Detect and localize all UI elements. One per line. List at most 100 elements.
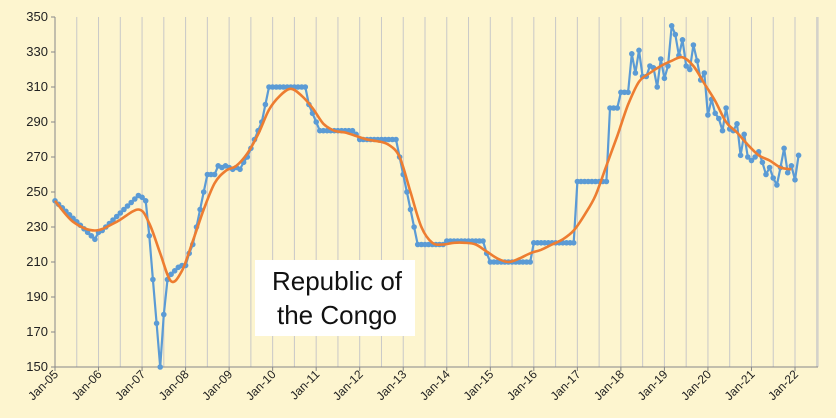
data-point bbox=[694, 58, 700, 64]
data-point bbox=[716, 115, 722, 122]
x-tick-label: Jan-08 bbox=[156, 367, 192, 403]
data-point bbox=[200, 189, 207, 195]
x-tick-label: Jan-11 bbox=[287, 367, 322, 402]
data-point bbox=[142, 198, 149, 204]
x-tick-label: Jan-15 bbox=[461, 367, 497, 403]
y-tick-labels: 150 170 190 210 230 250 270 290 310 330 350 bbox=[26, 9, 55, 374]
chart-title-line-1: Republic of bbox=[272, 266, 403, 296]
data-point bbox=[157, 364, 163, 370]
data-point bbox=[168, 271, 174, 278]
data-point bbox=[603, 178, 610, 185]
x-tick-label: Jan-12 bbox=[330, 367, 366, 403]
data-point bbox=[679, 37, 686, 43]
data-point bbox=[262, 101, 269, 108]
y-tick-label: 230 bbox=[26, 219, 48, 234]
data-point bbox=[774, 182, 780, 188]
data-point bbox=[349, 127, 356, 134]
x-tick-label: Jan-09 bbox=[199, 367, 235, 403]
data-point bbox=[734, 121, 740, 127]
y-tick-label: 250 bbox=[26, 184, 48, 199]
data-point bbox=[302, 84, 309, 90]
data-point bbox=[88, 233, 95, 239]
monthly-series-line bbox=[54, 24, 800, 369]
data-point bbox=[614, 105, 621, 111]
data-point bbox=[759, 159, 766, 166]
y-tick-label: 350 bbox=[26, 9, 48, 24]
y-tick-label: 270 bbox=[26, 149, 48, 164]
x-tick-label: Jan-10 bbox=[243, 367, 279, 403]
data-point bbox=[665, 63, 671, 69]
chart-title-background bbox=[255, 260, 415, 336]
data-point bbox=[788, 163, 795, 169]
data-point bbox=[570, 240, 577, 246]
x-tick-label: Jan-20 bbox=[678, 367, 714, 403]
data-point bbox=[784, 169, 791, 176]
data-point bbox=[150, 276, 156, 283]
y-tick-label: 290 bbox=[26, 114, 48, 129]
x-tick-label: Jan-13 bbox=[374, 367, 410, 403]
x-tick-label: Jan-22 bbox=[765, 367, 801, 403]
y-tick-label: 210 bbox=[26, 254, 48, 269]
data-point bbox=[313, 119, 320, 125]
data-point bbox=[110, 217, 116, 223]
x-tick-label: Jan-16 bbox=[504, 367, 540, 403]
chart-title-group: Republic of the Congo bbox=[255, 260, 415, 336]
y-tick-label: 150 bbox=[26, 359, 48, 374]
data-point bbox=[687, 66, 693, 73]
data-point bbox=[723, 105, 729, 111]
data-point bbox=[781, 145, 787, 152]
series-lines bbox=[52, 23, 802, 370]
data-point bbox=[748, 157, 755, 164]
data-point bbox=[668, 23, 675, 29]
grid-lines bbox=[54, 17, 819, 367]
data-point bbox=[139, 194, 145, 201]
x-tick-label: Jan-06 bbox=[69, 367, 105, 403]
axes bbox=[54, 17, 818, 368]
data-point bbox=[737, 152, 744, 159]
x-tick-label: Jan-07 bbox=[112, 367, 148, 403]
chart-title-line-2: the Congo bbox=[277, 300, 397, 330]
x-tick-label: Jan-21 bbox=[722, 367, 758, 403]
data-point bbox=[745, 154, 751, 160]
y-tick-label: 170 bbox=[26, 324, 48, 339]
data-point bbox=[121, 206, 127, 213]
data-point bbox=[661, 75, 668, 82]
x-tick-label: Jan-17 bbox=[548, 367, 584, 403]
data-point bbox=[411, 224, 417, 230]
data-point bbox=[404, 189, 410, 195]
data-point bbox=[712, 110, 718, 117]
y-tick-label: 190 bbox=[26, 289, 48, 304]
data-point bbox=[741, 131, 747, 138]
data-point bbox=[211, 171, 218, 178]
data-point bbox=[393, 136, 399, 143]
data-point bbox=[237, 166, 243, 173]
data-point bbox=[770, 175, 776, 181]
data-point bbox=[632, 70, 639, 76]
x-tick-labels: Jan-05 Jan-06 Jan-07 Jan-08 Jan-09 Jan-10 Jan-… bbox=[25, 367, 801, 403]
data-point bbox=[113, 213, 120, 220]
data-point bbox=[407, 206, 414, 213]
data-point bbox=[92, 236, 98, 243]
data-point bbox=[690, 42, 697, 48]
data-point bbox=[719, 127, 726, 134]
data-point bbox=[117, 210, 124, 216]
data-point bbox=[480, 238, 486, 244]
data-point bbox=[625, 89, 631, 96]
data-point bbox=[146, 233, 153, 239]
data-point bbox=[197, 206, 203, 213]
y-tick-label: 310 bbox=[26, 79, 48, 94]
data-point bbox=[672, 31, 679, 38]
trend-series-line bbox=[53, 55, 792, 284]
y-tick-label: 330 bbox=[26, 44, 48, 59]
data-point bbox=[153, 320, 160, 327]
data-point bbox=[683, 63, 689, 69]
data-point bbox=[658, 56, 664, 62]
data-point bbox=[763, 171, 769, 178]
data-point bbox=[161, 311, 167, 318]
data-point bbox=[766, 164, 773, 171]
data-point bbox=[128, 199, 134, 206]
data-point bbox=[752, 154, 758, 160]
data-point bbox=[701, 70, 708, 76]
data-point bbox=[171, 268, 178, 274]
